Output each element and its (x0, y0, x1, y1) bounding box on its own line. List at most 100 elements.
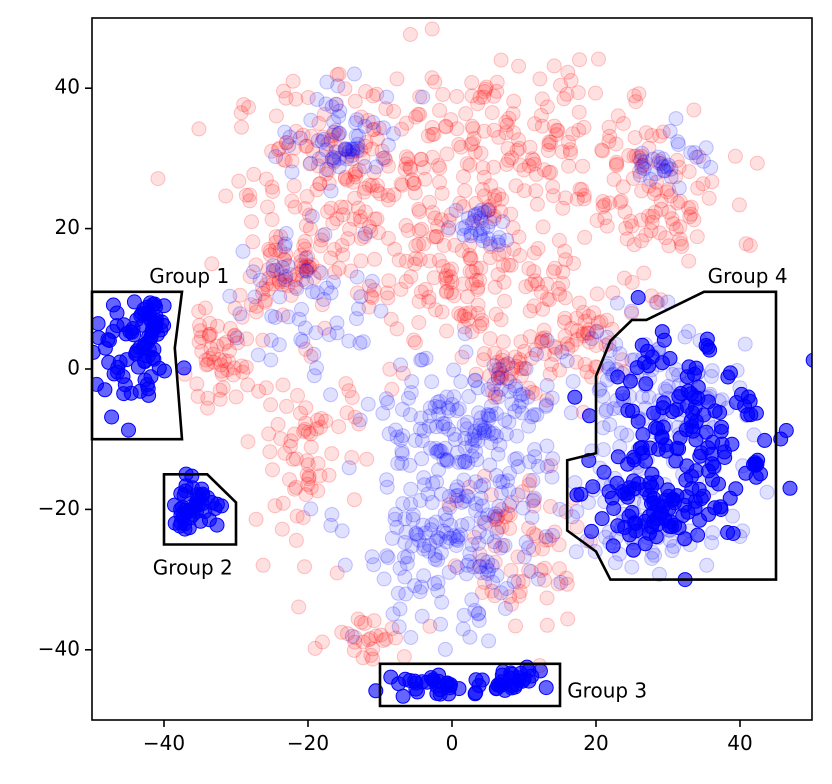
data-point (274, 521, 290, 537)
data-point (216, 336, 232, 352)
data-point (312, 419, 328, 435)
data-point (405, 507, 421, 523)
data-point (376, 120, 391, 136)
data-point (470, 282, 485, 297)
data-point (214, 498, 229, 514)
data-point (540, 143, 556, 158)
data-point (702, 342, 718, 358)
data-point (356, 184, 372, 200)
data-point (454, 220, 470, 236)
data-point (458, 219, 474, 235)
data-point (232, 306, 248, 322)
data-point (265, 258, 281, 274)
data-point (482, 457, 498, 473)
data-point (301, 259, 317, 275)
data-point (488, 512, 504, 528)
data-point (599, 218, 615, 234)
data-point (337, 141, 353, 157)
data-point (471, 605, 487, 621)
data-point (304, 208, 320, 224)
data-point (528, 528, 544, 544)
data-point (424, 517, 440, 533)
data-point (480, 202, 496, 218)
data-point (303, 349, 319, 364)
data-point (424, 374, 440, 390)
data-point (345, 174, 361, 190)
data-point (493, 381, 509, 397)
data-point (602, 128, 618, 144)
data-point (380, 192, 396, 208)
data-point (521, 418, 536, 434)
data-point (508, 358, 524, 374)
data-point (490, 508, 506, 524)
data-point (553, 575, 569, 590)
data-point (301, 424, 316, 440)
data-point (577, 357, 593, 372)
data-point (231, 173, 247, 189)
data-point (192, 317, 207, 333)
data-point (634, 158, 650, 173)
data-point (545, 527, 560, 543)
data-point (402, 159, 418, 175)
data-point (759, 484, 775, 500)
data-point (487, 554, 503, 570)
data-point (326, 124, 342, 140)
data-point (365, 122, 381, 138)
data-point (427, 576, 442, 592)
data-point (191, 334, 207, 350)
data-point (275, 151, 291, 167)
data-point (526, 152, 542, 168)
y-tick-label: 0 (67, 356, 80, 380)
data-point (313, 232, 329, 248)
data-point (425, 205, 441, 220)
data-point (515, 386, 531, 402)
data-point (555, 276, 571, 291)
data-point (545, 179, 561, 195)
data-point (608, 136, 624, 152)
data-point (429, 474, 445, 490)
data-point (511, 140, 527, 156)
data-point (470, 380, 486, 396)
data-point (486, 211, 502, 227)
data-point (132, 340, 148, 356)
data-point (227, 328, 243, 344)
data-point (473, 565, 489, 581)
data-point (665, 216, 681, 232)
data-point (268, 108, 284, 124)
data-point (197, 300, 213, 316)
data-point (277, 124, 293, 140)
data-point (367, 251, 383, 267)
data-point (438, 119, 454, 135)
data-point (707, 403, 723, 419)
data-point (277, 272, 293, 288)
data-point (398, 149, 414, 165)
data-point (443, 112, 459, 128)
data-point (412, 584, 428, 600)
data-point (634, 183, 650, 199)
data-point (267, 242, 283, 258)
data-point (481, 408, 497, 424)
data-point (659, 184, 675, 200)
data-point (498, 509, 513, 525)
data-point (344, 141, 360, 157)
data-point (724, 436, 740, 452)
data-point (610, 518, 626, 534)
data-point (191, 303, 207, 319)
data-point (489, 83, 505, 99)
data-point (439, 283, 455, 299)
data-point (284, 193, 300, 209)
data-point (671, 159, 687, 175)
data-point (328, 122, 344, 138)
data-point (193, 330, 209, 345)
data-point (286, 140, 302, 156)
data-point (268, 229, 284, 245)
data-point (292, 130, 308, 146)
data-point (670, 137, 686, 152)
data-point (499, 232, 515, 248)
data-point (472, 210, 488, 226)
data-point (467, 423, 483, 439)
data-point (427, 551, 443, 567)
data-point (504, 150, 520, 166)
data-point (301, 469, 317, 485)
data-point (494, 502, 510, 518)
